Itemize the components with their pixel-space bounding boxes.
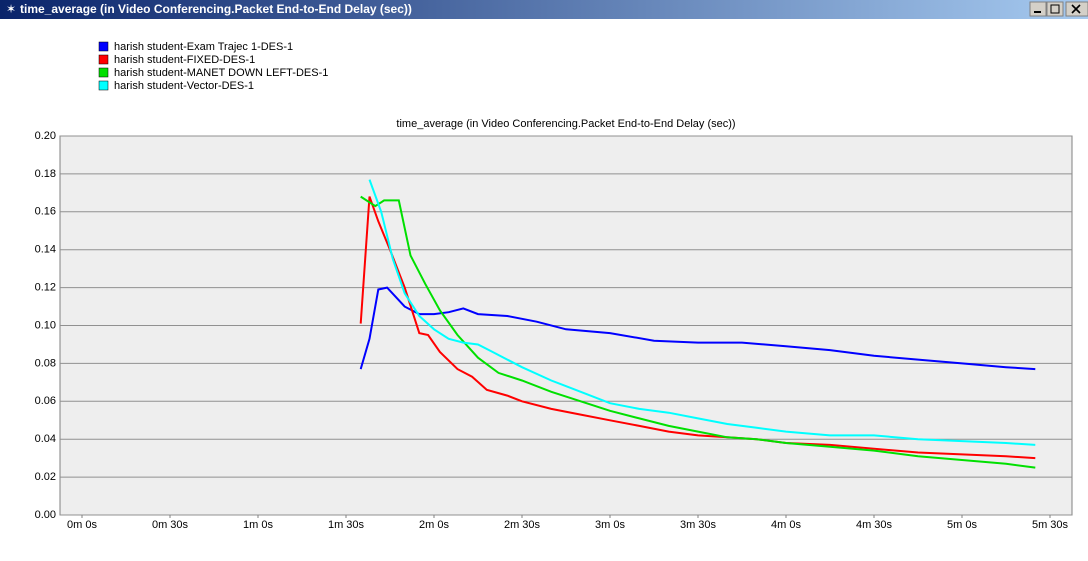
series-line [360,195,1036,469]
y-tick-label: 0.08 [35,357,56,369]
y-tick-label: 0.12 [35,282,56,294]
x-tick-label: 1m 0s [243,519,273,531]
y-tick-label: 0.04 [35,433,56,445]
legend-label: harish student-Exam Trajec 1-DES-1 [114,41,293,53]
legend-label: harish student-FIXED-DES-1 [114,54,255,66]
x-tick-label: 3m 30s [680,519,717,531]
y-tick-label: 0.02 [35,471,56,483]
x-tick-label: 0m 30s [152,519,189,531]
y-tick-label: 0.20 [35,130,56,142]
maximize-button[interactable] [1046,1,1064,17]
window-icon: ✶ [6,2,16,16]
legend-swatch [98,67,109,78]
x-tick-label: 4m 0s [771,519,801,531]
minimize-button[interactable] [1029,1,1047,17]
series-line [359,286,1036,371]
legend-label: harish student-MANET DOWN LEFT-DES-1 [114,67,328,79]
series-line [368,179,1036,446]
y-tick-label: 0.18 [35,168,56,180]
window-buttons[interactable] [1029,1,1088,17]
y-tick-label: 0.00 [35,509,56,521]
legend-swatch [98,54,109,65]
y-tick-label: 0.10 [35,319,56,331]
x-tick-label: 5m 0s [947,519,977,531]
title-bar [0,0,1088,19]
x-tick-label: 2m 30s [504,519,541,531]
window-title: time_average (in Video Conferencing.Pack… [20,2,412,16]
x-tick-label: 0m 0s [67,519,97,531]
legend-swatch [98,80,109,91]
x-tick-label: 4m 30s [856,519,893,531]
chart-title: time_average (in Video Conferencing.Pack… [396,118,735,130]
legend-swatch [98,41,109,52]
x-tick-label: 1m 30s [328,519,365,531]
y-tick-label: 0.16 [35,206,56,218]
x-tick-label: 3m 0s [595,519,625,531]
series-line [359,196,1036,460]
x-tick-label: 2m 0s [419,519,449,531]
x-tick-label: 5m 30s [1032,519,1069,531]
y-tick-label: 0.06 [35,395,56,407]
legend-label: harish student-Vector-DES-1 [114,80,254,92]
y-tick-label: 0.14 [35,244,56,256]
